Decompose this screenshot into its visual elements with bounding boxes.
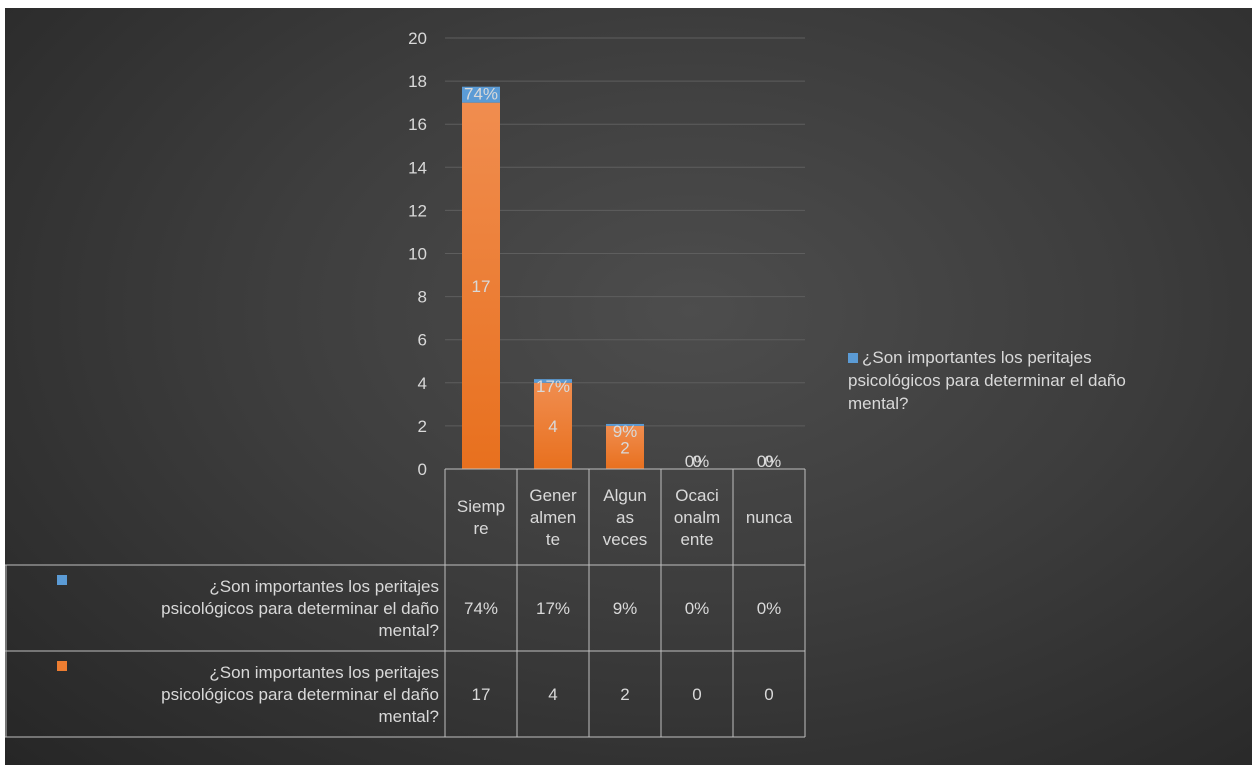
category-label: re [473,519,488,538]
y-tick-label: 4 [418,374,427,393]
category-label: Algun [603,486,646,505]
data-label-orange: 0 [692,452,701,471]
category-label: te [546,530,560,549]
table-cell-value: 4 [548,685,557,704]
legend: ¿Son importantes los peritajes psicológi… [848,346,1248,415]
table-cell-value: 0 [692,685,701,704]
y-tick-label: 10 [408,245,427,264]
category-label: Gener [529,486,577,505]
table-cell-value: 0% [757,599,782,618]
category-label: Siemp [457,497,505,516]
y-tick-label: 12 [408,201,427,220]
table-row-label: mental? [379,707,439,726]
data-label-blue: 74% [464,85,498,104]
table-cell-value: 17 [472,685,491,704]
category-label: ente [680,530,713,549]
y-tick-label: 20 [408,29,427,48]
legend-line-2: psicológicos para determinar el daño [848,371,1126,390]
table-legend-key-icon [57,575,67,585]
legend-line-1: ¿Son importantes los peritajes [862,348,1092,367]
y-tick-label: 2 [418,417,427,436]
bar-orange [462,102,500,470]
table-row-label: psicológicos para determinar el daño [161,685,439,704]
table-row-label: ¿Son importantes los peritajes [209,663,439,682]
table-cell-value: 17% [536,599,570,618]
category-label: as [616,508,634,527]
table-row-label: mental? [379,621,439,640]
data-label-orange: 0 [764,452,773,471]
table-cell-value: 0% [685,599,710,618]
y-tick-label: 0 [418,460,427,479]
category-label: almen [530,508,576,527]
bar-orange [606,425,644,469]
bar-blue [534,379,572,383]
table-cell-value: 0 [764,685,773,704]
bar-blue [462,86,500,103]
category-label: nunca [746,508,793,527]
data-label-blue: 17% [536,377,570,396]
bar-blue [606,423,644,426]
y-tick-label: 6 [418,331,427,350]
category-label: onalm [674,508,720,527]
data-label-blue: 9% [613,422,638,441]
legend-swatch-icon [848,353,858,363]
data-label-orange: 2 [620,438,629,457]
legend-line-3: mental? [848,394,909,413]
table-cell-value: 9% [613,599,638,618]
category-label: veces [603,530,647,549]
table-row-label: psicológicos para determinar el daño [161,599,439,618]
data-label-orange: 4 [548,417,557,436]
y-tick-label: 18 [408,72,427,91]
y-tick-label: 8 [418,288,427,307]
data-label-blue: 0% [685,452,710,471]
data-label-orange: 17 [472,277,491,296]
table-cell-value: 2 [620,685,629,704]
data-label-blue: 0% [757,452,782,471]
table-row-label: ¿Son importantes los peritajes [209,577,439,596]
category-label: Ocaci [675,486,718,505]
y-tick-label: 16 [408,115,427,134]
table-cell-value: 74% [464,599,498,618]
legend-entry: ¿Son importantes los peritajes [848,346,1248,369]
bar-orange [534,382,572,469]
y-tick-label: 14 [408,158,427,177]
table-legend-key-icon [57,661,67,671]
chart-area: 0 2 4 6 8 10 12 14 16 18 20 17 74% 4 17% 2 9% 0% 0 0% 0 Sie… [5,8,1252,765]
